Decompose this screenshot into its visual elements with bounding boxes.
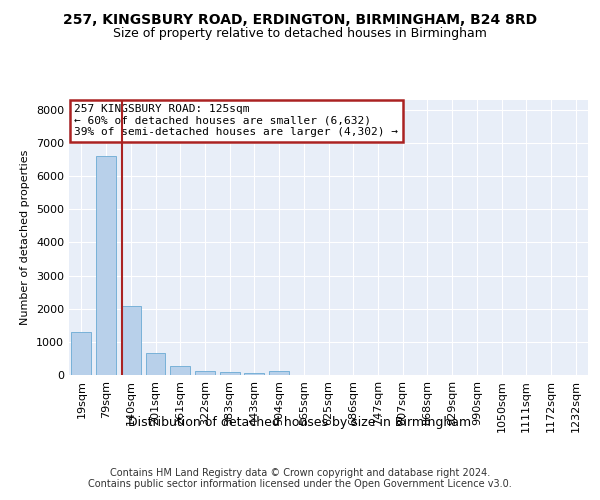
Text: Contains HM Land Registry data © Crown copyright and database right 2024.: Contains HM Land Registry data © Crown c… [110, 468, 490, 477]
Text: Distribution of detached houses by size in Birmingham: Distribution of detached houses by size … [128, 416, 472, 429]
Bar [220, 372, 239, 375]
Text: Size of property relative to detached houses in Birmingham: Size of property relative to detached ho… [113, 28, 487, 40]
Bar [170, 366, 190, 375]
Text: Contains public sector information licensed under the Open Government Licence v3: Contains public sector information licen… [88, 479, 512, 489]
Text: 257, KINGSBURY ROAD, ERDINGTON, BIRMINGHAM, B24 8RD: 257, KINGSBURY ROAD, ERDINGTON, BIRMINGH… [63, 12, 537, 26]
Bar [71, 332, 91, 375]
Y-axis label: Number of detached properties: Number of detached properties [20, 150, 31, 325]
Bar [146, 354, 166, 375]
Bar [121, 306, 140, 375]
Bar [244, 372, 264, 375]
Bar [96, 156, 116, 375]
Bar [195, 370, 215, 375]
Text: 257 KINGSBURY ROAD: 125sqm
← 60% of detached houses are smaller (6,632)
39% of s: 257 KINGSBURY ROAD: 125sqm ← 60% of deta… [74, 104, 398, 138]
Bar [269, 372, 289, 375]
